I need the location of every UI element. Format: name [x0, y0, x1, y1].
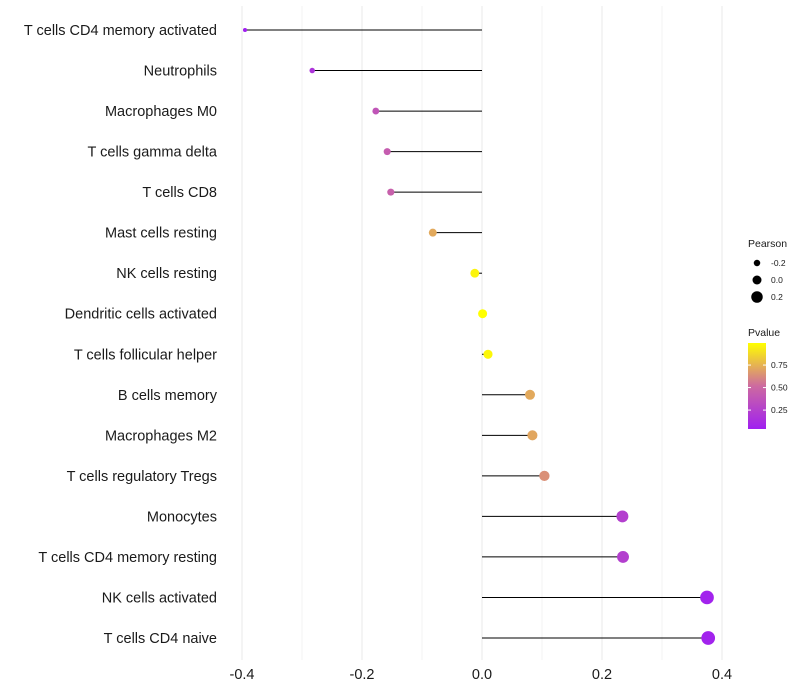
legend-color-label: 0.25 — [771, 405, 788, 415]
lollipop-point — [383, 148, 391, 156]
lollipop-point — [700, 590, 714, 605]
y-tick-label: Neutrophils — [144, 64, 217, 80]
legend-size-label: 0.2 — [771, 292, 783, 302]
legend-colorbar — [748, 343, 766, 429]
y-tick-label: Macrophages M2 — [105, 428, 217, 444]
y-tick-label: B cells memory — [118, 388, 218, 404]
lollipop-point — [616, 510, 629, 523]
lollipop-point — [539, 470, 550, 482]
lollipop-point — [483, 349, 493, 359]
legend-size-key — [752, 275, 762, 285]
legend-size-label: -0.2 — [771, 258, 786, 268]
y-tick-label: T cells CD4 memory activated — [24, 23, 217, 39]
x-tick-label: -0.4 — [230, 667, 255, 683]
points — [242, 27, 716, 645]
y-tick-label: T cells CD8 — [142, 185, 217, 201]
legend-pvalue: Pvalue 0.75 0.50 0.25 — [748, 327, 788, 429]
lollipop-point — [242, 27, 248, 33]
lollipop-point — [525, 389, 535, 400]
lollipop-point — [527, 430, 538, 441]
x-tick-label: 0.0 — [472, 667, 492, 683]
y-tick-label: NK cells activated — [102, 590, 217, 606]
legend-size-label: 0.0 — [771, 275, 783, 285]
legend-pearson-title: Pearson — [748, 238, 787, 250]
x-tick-label: -0.2 — [350, 667, 375, 683]
y-tick-label: Dendritic cells activated — [65, 307, 217, 323]
y-axis-labels: T cells CD4 memory activated Neutrophils M… — [24, 23, 218, 647]
legend-color-label: 0.75 — [771, 360, 788, 370]
lollipop-point — [470, 268, 480, 278]
lollipop-point — [617, 550, 629, 563]
legend-pearson: Pearson -0.2 0.0 0.2 — [748, 238, 787, 303]
y-tick-label: T cells CD4 memory resting — [38, 550, 217, 566]
lollipop-point — [701, 631, 716, 645]
y-tick-label: Macrophages M0 — [105, 104, 217, 120]
y-tick-label: T cells CD4 naive — [104, 631, 217, 647]
lollipop-point — [478, 309, 488, 319]
segments — [245, 29, 709, 639]
legend-color-label: 0.50 — [771, 383, 788, 393]
y-tick-label: T cells follicular helper — [74, 347, 217, 363]
legend-pvalue-title: Pvalue — [748, 327, 780, 339]
y-tick-label: Monocytes — [147, 509, 217, 525]
x-tick-label: 0.4 — [712, 667, 732, 683]
grid-lines — [241, 6, 723, 660]
y-tick-label: T cells regulatory Tregs — [67, 469, 217, 485]
legend-size-key — [753, 259, 761, 267]
y-tick-label: NK cells resting — [116, 266, 217, 282]
legend-size-key — [751, 291, 763, 303]
lollipop-point — [309, 67, 315, 74]
x-axis-labels: -0.4 -0.2 0.0 0.2 0.4 — [230, 667, 733, 683]
lollipop-point — [387, 188, 395, 196]
y-tick-label: Mast cells resting — [105, 226, 217, 242]
x-tick-label: 0.2 — [592, 667, 612, 683]
lollipop-point — [428, 228, 437, 237]
y-tick-label: T cells gamma delta — [88, 145, 218, 161]
lollipop-point — [372, 107, 380, 115]
